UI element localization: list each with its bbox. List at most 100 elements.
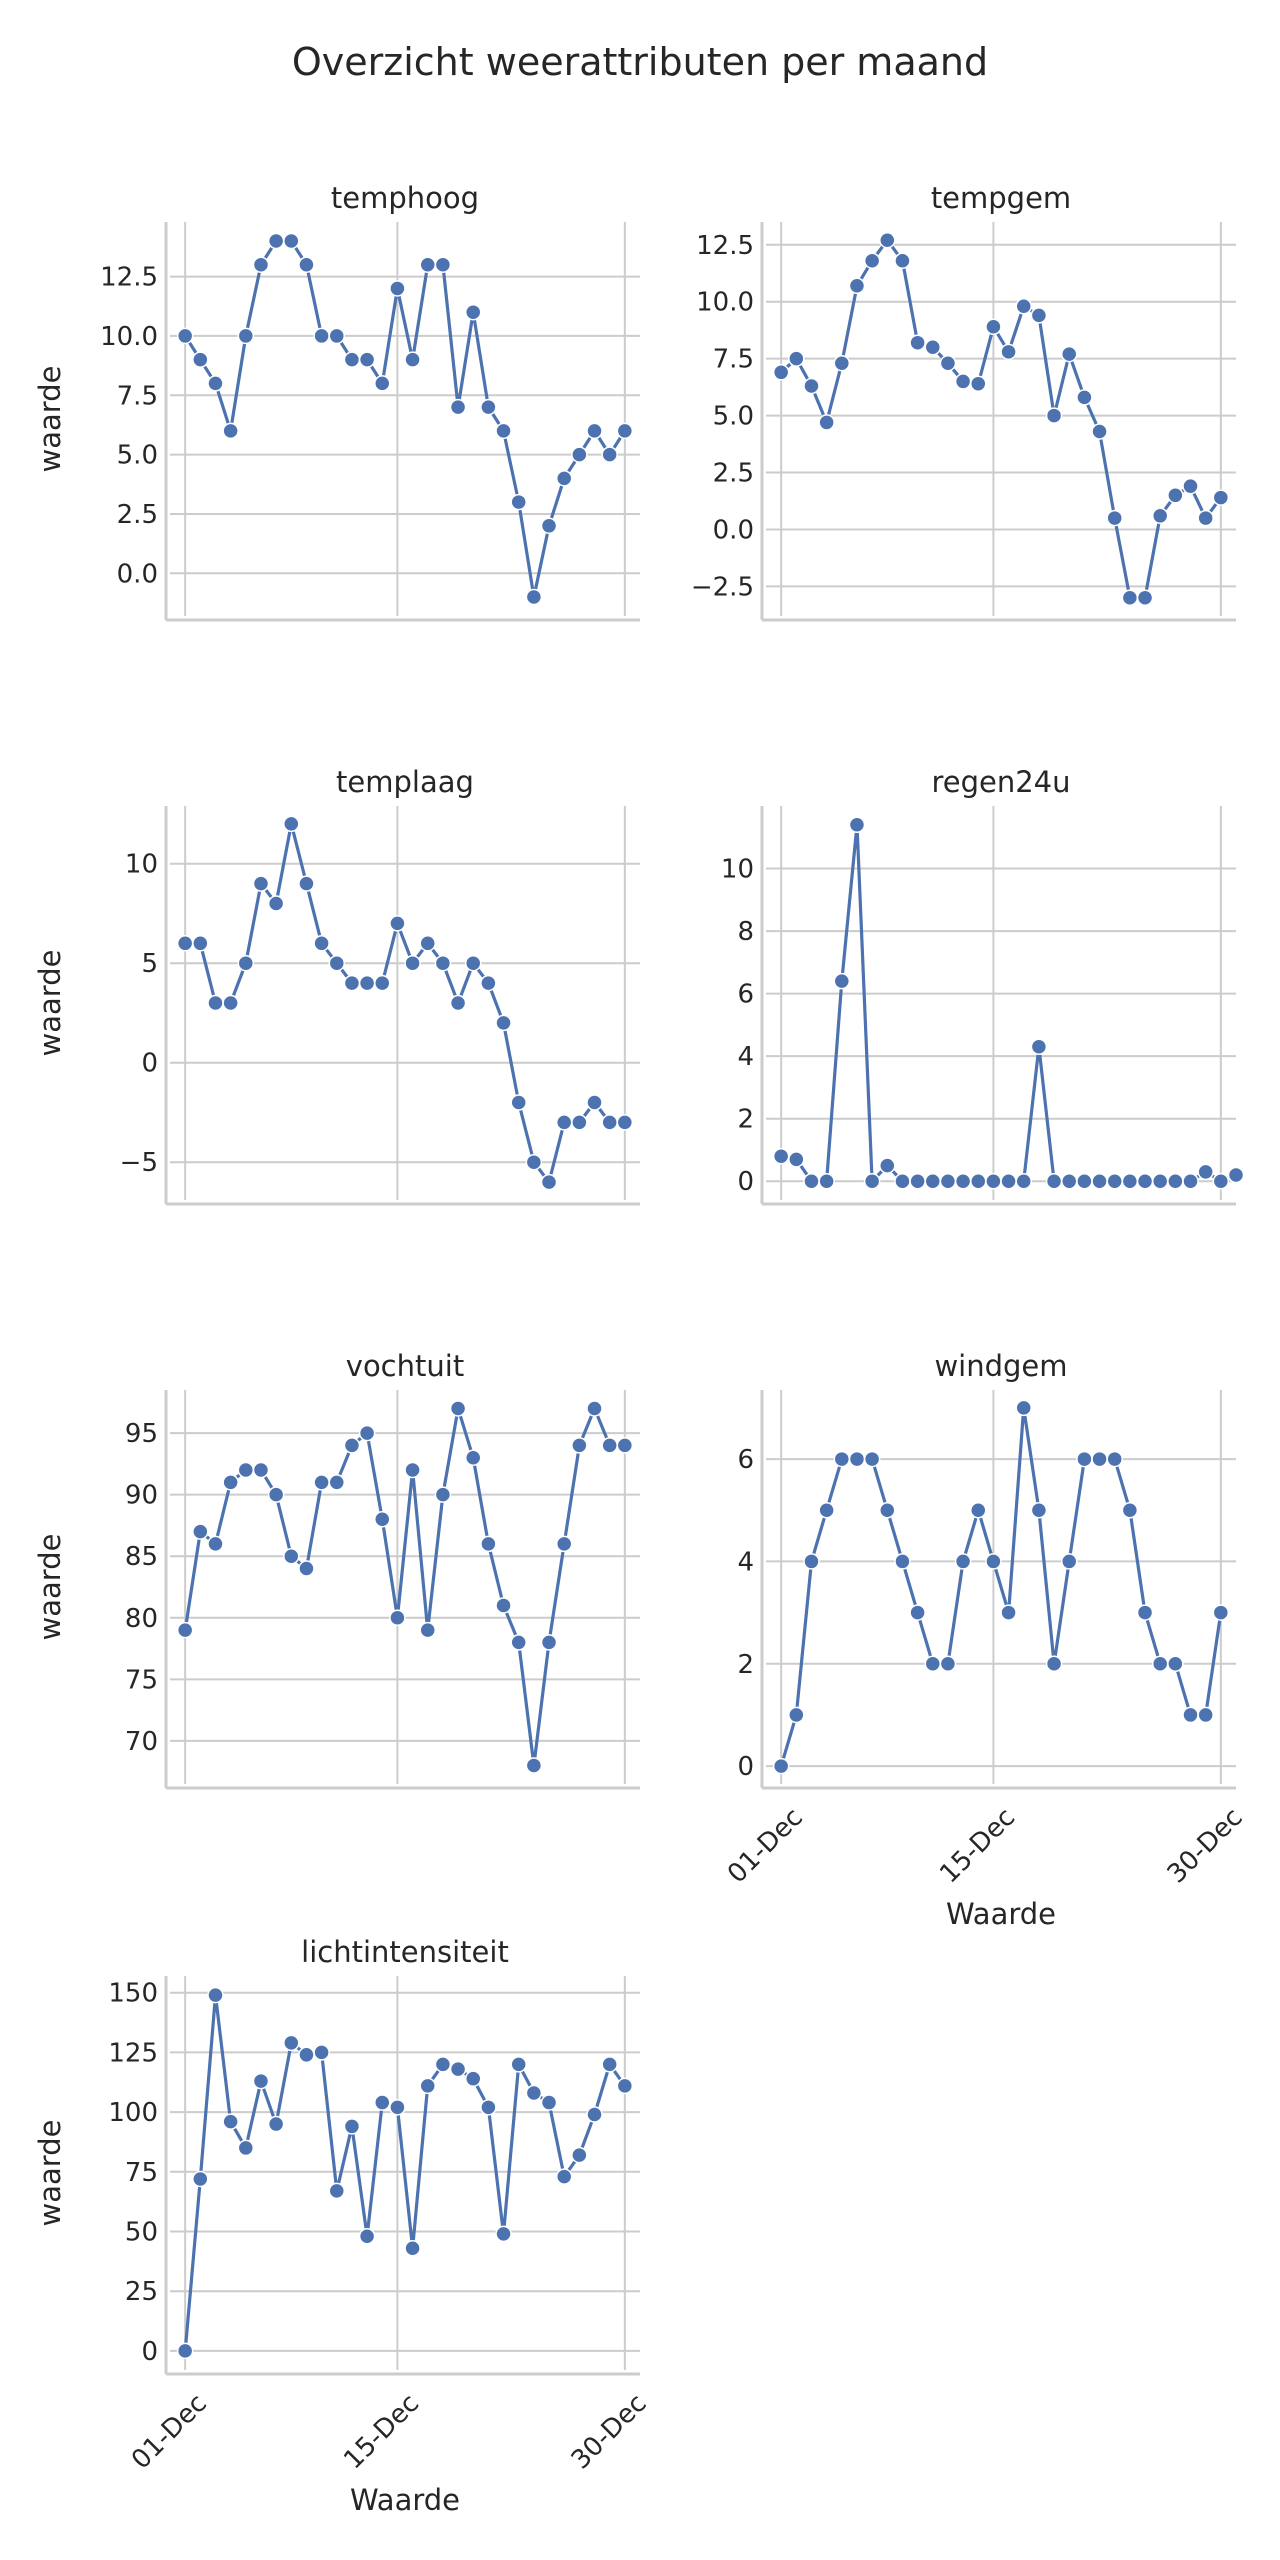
- data-point: [939, 1655, 957, 1673]
- data-point: [555, 1535, 573, 1553]
- data-point: [879, 1157, 896, 1174]
- y-tick-label: 2: [737, 1650, 754, 1680]
- y-tick-label: 7.5: [117, 381, 158, 411]
- y-tick-label: 0: [141, 1049, 158, 1079]
- data-point: [772, 1757, 790, 1775]
- data-point: [389, 915, 406, 932]
- data-point: [1121, 589, 1139, 607]
- data-point: [449, 1400, 467, 1417]
- y-tick-label: 0: [737, 1167, 754, 1197]
- data-point: [298, 256, 315, 273]
- data-point: [555, 470, 573, 487]
- data-point: [1121, 1172, 1139, 1190]
- data-point: [525, 1757, 543, 1774]
- y-tick-label: 4: [737, 1547, 754, 1577]
- data-point: [970, 1501, 987, 1519]
- data-point: [464, 1449, 482, 1466]
- data-point: [571, 1437, 588, 1454]
- data-point: [616, 1437, 634, 1454]
- panel-regen24u: 0 2 4 6 8 10 regen24u: [721, 765, 1245, 1206]
- y-tick-label: 10.0: [100, 322, 158, 352]
- data-point: [176, 1621, 194, 1639]
- data-point: [863, 252, 881, 269]
- data-point: [434, 954, 452, 972]
- data-point: [313, 327, 330, 345]
- panel-windgem: 0 2 4 6 01-Dec 15-Dec 30-Dec windgem Waarde: [722, 1349, 1248, 1931]
- data-point: [985, 318, 1002, 336]
- data-point: [389, 1609, 406, 1627]
- data-point: [525, 588, 543, 606]
- y-tick-label: 10: [721, 855, 754, 885]
- data-point: [1151, 1172, 1169, 1190]
- data-point: [1091, 423, 1108, 440]
- data-point: [222, 2113, 239, 2130]
- data-point: [1045, 407, 1063, 424]
- x-tick-label: 15-Dec: [338, 2388, 425, 2475]
- data-point: [803, 377, 820, 395]
- panel-title: lichtintensiteit: [301, 1935, 509, 1969]
- data-point: [555, 2168, 573, 2185]
- data-point: [283, 815, 300, 833]
- data-point: [464, 2070, 482, 2087]
- y-tick-label: 7.5: [713, 345, 754, 375]
- y-tick-label: 0.0: [117, 559, 158, 589]
- data-point: [298, 1560, 315, 1577]
- data-point: [1121, 1501, 1139, 1519]
- data-point: [449, 398, 467, 416]
- data-point: [1045, 1172, 1063, 1190]
- data-point: [788, 1151, 805, 1168]
- series-line: [183, 239, 627, 599]
- data-point: [343, 1437, 361, 1454]
- data-point: [924, 1172, 942, 1190]
- data-point: [1000, 1604, 1017, 1621]
- data-point: [1076, 1172, 1093, 1190]
- series-line: [185, 822, 625, 1184]
- data-point: [252, 1461, 270, 1479]
- y-tick-label: −2.5: [691, 572, 754, 602]
- panel-title: vochtuit: [346, 1349, 464, 1383]
- panel-title: templaag: [336, 765, 474, 799]
- data-point: [404, 954, 421, 972]
- y-tick-label: 6: [737, 980, 754, 1010]
- data-point: [540, 1634, 558, 1651]
- data-point: [571, 1114, 588, 1131]
- y-tick-label: 10.0: [696, 288, 754, 318]
- data-point: [252, 875, 270, 892]
- x-tick-label: 30-Dec: [1162, 1802, 1249, 1889]
- data-point: [909, 334, 926, 351]
- data-point: [389, 2099, 406, 2116]
- data-point: [803, 1172, 820, 1190]
- data-point: [924, 1655, 942, 1673]
- data-point: [434, 2056, 452, 2073]
- data-point: [510, 493, 527, 511]
- data-point: [464, 303, 482, 321]
- data-point: [237, 954, 255, 972]
- data-point: [616, 422, 634, 440]
- y-tick-label: 75: [125, 2158, 158, 2188]
- data-point: [894, 1172, 911, 1190]
- data-point: [1091, 1450, 1108, 1468]
- data-point: [313, 935, 330, 952]
- data-point: [1212, 1172, 1230, 1190]
- data-point: [343, 351, 361, 368]
- data-point: [863, 1172, 881, 1190]
- data-point: [404, 2239, 421, 2257]
- data-point: [833, 354, 851, 372]
- y-tick-label: 4: [737, 1042, 754, 1072]
- data-point: [954, 373, 972, 390]
- data-point: [374, 2094, 391, 2111]
- y-tick-label: 95: [125, 1419, 158, 1449]
- data-point: [788, 1706, 805, 1724]
- y-tick-label: 5.0: [117, 441, 158, 471]
- data-point: [1136, 1604, 1154, 1621]
- data-point: [298, 2046, 315, 2064]
- panel-title: windgem: [934, 1349, 1067, 1383]
- data-point: [1212, 1604, 1230, 1621]
- data-point: [207, 375, 224, 392]
- data-point: [419, 935, 436, 952]
- data-point: [480, 398, 497, 416]
- data-point: [176, 2342, 194, 2360]
- data-point: [237, 1461, 255, 1479]
- data-point: [480, 2099, 497, 2116]
